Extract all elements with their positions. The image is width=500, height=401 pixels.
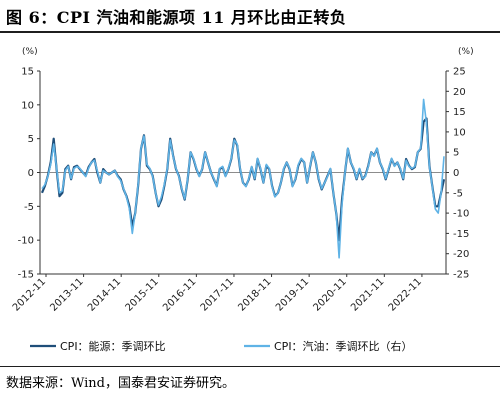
x-tick-label: 2017-11 [199, 276, 236, 313]
legend-energy-label: CPI：能源：季调环比 [60, 339, 166, 353]
x-tick-label: 2021-11 [349, 276, 386, 313]
x-tick-label: 2012-11 [11, 276, 48, 313]
left-tick-label: -10 [18, 236, 34, 247]
source-divider [0, 366, 500, 367]
x-tick-label: 2020-11 [312, 276, 349, 313]
left-tick-label: 5 [28, 134, 34, 145]
right-axis-unit: (%) [458, 47, 474, 57]
x-tick-label: 2022-11 [387, 276, 424, 313]
right-tick-label: 10 [453, 127, 466, 138]
right-tick-label: -5 [453, 188, 463, 199]
x-tick-label: 2019-11 [274, 276, 311, 313]
figure-title: 图 6：CPI 汽油和能源项 11 月环比由正转负 [6, 8, 347, 27]
x-tick-label: 2013-11 [48, 276, 85, 313]
gasoline-series-line [41, 98, 445, 259]
left-tick-label: 10 [21, 100, 34, 111]
left-tick-label: 0 [28, 168, 34, 179]
left-tick-label: 15 [21, 67, 34, 78]
right-tick-label: 0 [453, 168, 459, 179]
left-tick-label: -5 [24, 202, 34, 213]
right-tick-label: 25 [453, 67, 466, 78]
right-tick-label: -15 [453, 229, 469, 240]
right-tick-label: -25 [453, 270, 469, 281]
line-chart: (%) (%) 15 10 5 0 -5 -10 -15 25 20 15 10 5 0 -5 -10 -15 -2… [11, 47, 474, 353]
x-tick-label: 2016-11 [161, 276, 198, 313]
left-tick-label: -15 [18, 270, 34, 281]
right-tick-label: -20 [453, 249, 469, 260]
source-note: 数据来源：Wind，国泰君安证券研究。 [6, 376, 235, 391]
x-tick-label: 2018-11 [236, 276, 273, 313]
right-tick-label: -10 [453, 209, 469, 220]
x-tick-label: 2014-11 [86, 276, 123, 313]
x-tick-label: 2015-11 [124, 276, 161, 313]
right-tick-label: 5 [453, 148, 459, 159]
left-axis-unit: (%) [22, 47, 38, 57]
title-divider [0, 31, 500, 33]
right-tick-label: 20 [453, 87, 466, 98]
right-tick-label: 15 [453, 107, 466, 118]
legend-gasoline-label: CPI：汽油：季调环比（右） [274, 339, 413, 353]
